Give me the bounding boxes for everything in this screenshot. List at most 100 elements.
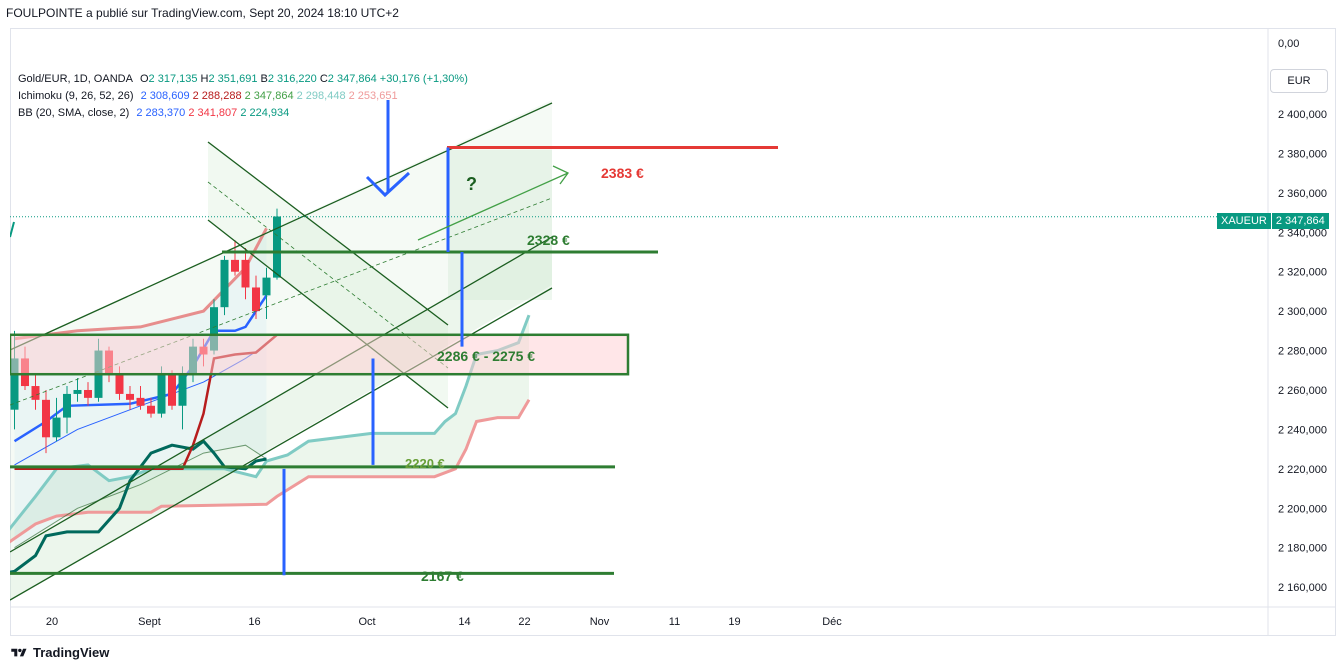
candle-body[interactable] [220, 259, 229, 308]
candle[interactable] [252, 275, 260, 320]
y-tick-label: 2 200,000 [1278, 503, 1327, 515]
candle[interactable] [178, 366, 187, 430]
publish-header: FOULPOINTE a publié sur TradingView.com,… [6, 6, 399, 20]
bb-lower-value: 2 224,934 [240, 107, 290, 119]
label-2167: 2167 € [421, 568, 464, 584]
legend-symbol-row: Gold/EUR, 1D, OANDA O2 317,135 H2 351,69… [18, 71, 468, 88]
candle-body[interactable] [210, 307, 218, 351]
candle[interactable] [231, 240, 239, 276]
change-value: +30,176 (+1,30%) [379, 73, 468, 85]
candle[interactable] [31, 374, 40, 410]
candle-body[interactable] [84, 389, 92, 398]
price-tag-symbol: XAUEUR [1217, 213, 1271, 229]
chart-area[interactable] [10, 28, 1336, 636]
candle-body[interactable] [252, 287, 260, 312]
y-tick-label: 2 360,000 [1278, 188, 1327, 200]
candle-body[interactable] [31, 386, 40, 400]
x-tick-label: Sept [138, 616, 161, 628]
candle-body[interactable] [157, 374, 166, 414]
label-2383: 2383 € [601, 165, 644, 181]
open-label: O [139, 73, 149, 85]
label-2328: 2328 € [527, 232, 570, 248]
y-tick-label: 2 240,000 [1278, 424, 1327, 436]
candle-body[interactable] [241, 259, 250, 288]
price-tag-value: 2 347,864 [1271, 213, 1329, 229]
trend-arrow-head-icon [552, 165, 569, 185]
candle[interactable] [220, 255, 229, 316]
projection-box [448, 150, 552, 300]
y-tick-label: 2 160,000 [1278, 582, 1327, 594]
ichimoku-span-a-line[interactable] [4, 314, 531, 536]
candle[interactable] [73, 378, 82, 402]
candle-body[interactable] [73, 389, 82, 394]
candle-body[interactable] [273, 216, 281, 278]
x-tick-label: 14 [458, 616, 470, 628]
x-tick-label: 22 [518, 616, 530, 628]
candle[interactable] [126, 386, 134, 410]
trend-arrow-line[interactable] [417, 172, 569, 241]
candle[interactable] [52, 397, 61, 442]
left-edge-mark [10, 221, 15, 238]
ichimoku-span-a-value: 2 298,448 [296, 90, 346, 102]
x-tick-label: Nov [590, 616, 610, 628]
candle-body[interactable] [52, 417, 61, 438]
symbol-label: Gold/EUR, 1D, OANDA [18, 73, 133, 85]
legend-ichimoku-row: Ichimoku (9, 26, 52, 26) 2 308,609 2 288… [18, 88, 468, 105]
legend-bb-row: BB (20, SMA, close, 2) 2 283,370 2 341,8… [18, 105, 468, 122]
candle-body[interactable] [178, 374, 187, 406]
candle-body[interactable] [126, 393, 134, 400]
desc-channel-upper-line[interactable] [207, 141, 449, 326]
ichimoku-tenkan-value: 2 308,609 [140, 90, 190, 102]
tradingview-brand-label: TradingView [33, 645, 110, 660]
y-tick-label: 2 400,000 [1278, 109, 1327, 121]
channel-upper-fill [10, 100, 552, 552]
candle[interactable] [63, 386, 71, 434]
zone-2286-2275-box[interactable] [10, 333, 630, 376]
currency-button[interactable]: EUR [1270, 69, 1328, 93]
chart-legend: Gold/EUR, 1D, OANDA O2 317,135 H2 351,69… [18, 71, 468, 122]
ichimoku-label: Ichimoku (9, 26, 52, 26) [18, 90, 134, 102]
candle[interactable] [84, 382, 92, 406]
candle[interactable] [241, 248, 250, 300]
channel-mid-dashed-line [10, 197, 553, 406]
tradingview-logo-icon [11, 648, 27, 656]
candle[interactable] [147, 397, 155, 418]
x-tick-label: Déc [822, 616, 842, 628]
x-tick-label: 19 [728, 616, 740, 628]
channel-fill [10, 237, 552, 600]
candle-body[interactable] [115, 374, 124, 394]
candle-body[interactable] [147, 405, 155, 414]
y-top-tick-label: 0,00 [1278, 38, 1299, 50]
low-value: 2 316,220 [267, 73, 317, 85]
y-tick-label: 2 280,000 [1278, 346, 1327, 358]
y-tick-label: 2 340,000 [1278, 227, 1327, 239]
candle[interactable] [273, 208, 281, 280]
y-tick-label: 2 180,000 [1278, 543, 1327, 555]
candle[interactable] [262, 267, 271, 320]
low-label: B [260, 73, 268, 85]
candle-body[interactable] [231, 259, 239, 272]
y-tick-label: 2 320,000 [1278, 267, 1327, 279]
candle-body[interactable] [136, 397, 145, 406]
candle[interactable] [168, 370, 176, 410]
candle-body[interactable] [262, 277, 271, 296]
bb-label: BB (20, SMA, close, 2) [18, 107, 130, 119]
bb-basis-value: 2 283,370 [136, 107, 186, 119]
ichimoku-chikou-value: 2 347,864 [244, 90, 294, 102]
tradingview-brand[interactable]: TradingView [10, 645, 109, 660]
candle-body[interactable] [63, 393, 71, 418]
channel-upper-line[interactable] [10, 102, 553, 351]
candle-body[interactable] [10, 358, 19, 410]
x-tick-label: Oct [358, 616, 375, 628]
candle[interactable] [42, 389, 50, 454]
ichimoku-span-b-line[interactable] [4, 399, 531, 546]
open-value: 2 317,135 [148, 73, 198, 85]
candle[interactable] [136, 386, 145, 410]
high-label: H [200, 73, 209, 85]
arrow-down-head-icon[interactable] [365, 171, 411, 198]
candle-body[interactable] [42, 399, 50, 438]
y-tick-label: 2 380,000 [1278, 148, 1327, 160]
candle-body[interactable] [168, 374, 176, 406]
y-tick-label: 2 260,000 [1278, 385, 1327, 397]
